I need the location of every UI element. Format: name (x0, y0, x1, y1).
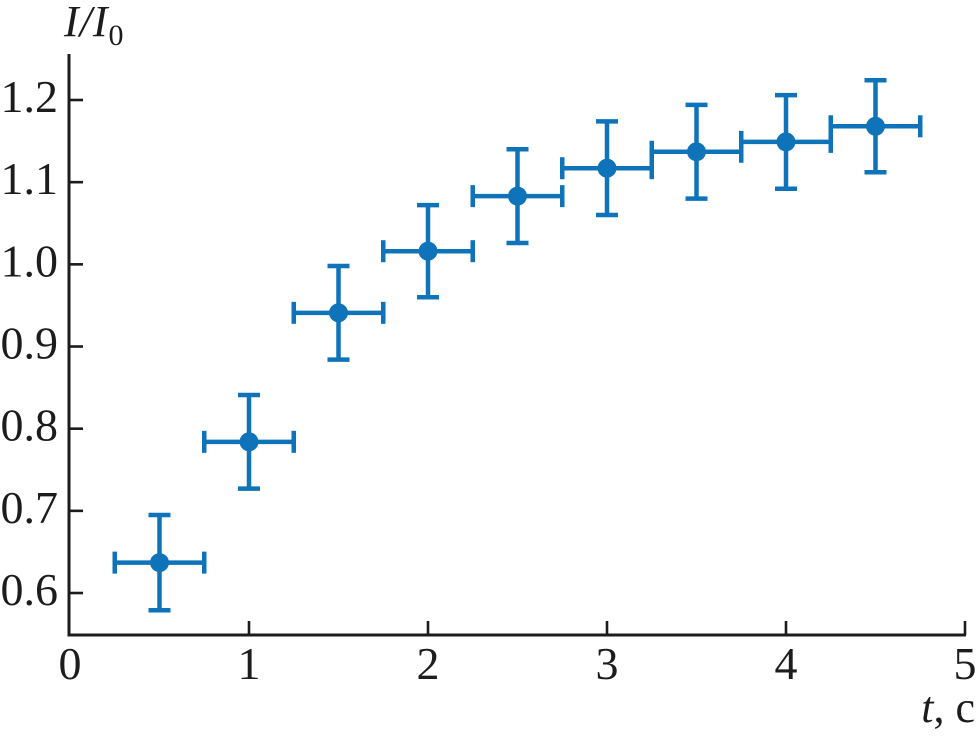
y-axis-label: I/I0 (64, 0, 125, 51)
y-tick-label: 0.8 (1, 400, 59, 451)
data-point-marker (150, 553, 169, 573)
data-point-marker (418, 241, 438, 261)
data-point-marker (239, 432, 259, 452)
x-tick-label: 2 (417, 638, 440, 689)
y-tick-label: 0.6 (1, 564, 59, 615)
x-axis-label-symbol: t (921, 683, 934, 732)
x-tick-label: 3 (596, 638, 619, 689)
x-tick-label: 0 (59, 638, 82, 689)
y-axis-label-main: I/I (64, 0, 109, 46)
x-axis-label-units: , с (933, 683, 975, 732)
y-tick-label: 0.7 (1, 482, 59, 533)
data-point-marker (329, 303, 348, 323)
data-point-marker (508, 186, 527, 206)
x-axis-label: t, с (921, 682, 975, 733)
x-tick-label: 1 (238, 638, 261, 689)
y-tick-label: 0.9 (1, 318, 59, 369)
x-tick-label: 4 (775, 638, 798, 689)
data-point-marker (597, 158, 617, 178)
data-point-marker (776, 132, 796, 152)
x-tick-label: 5 (954, 638, 977, 689)
data-point-marker (866, 116, 885, 136)
y-tick-label: 1.2 (1, 71, 59, 122)
y-tick-label: 1.1 (1, 153, 59, 204)
y-tick-label: 1.0 (1, 235, 59, 286)
y-axis-label-subscript: 0 (108, 19, 125, 52)
data-point-marker (687, 142, 706, 162)
